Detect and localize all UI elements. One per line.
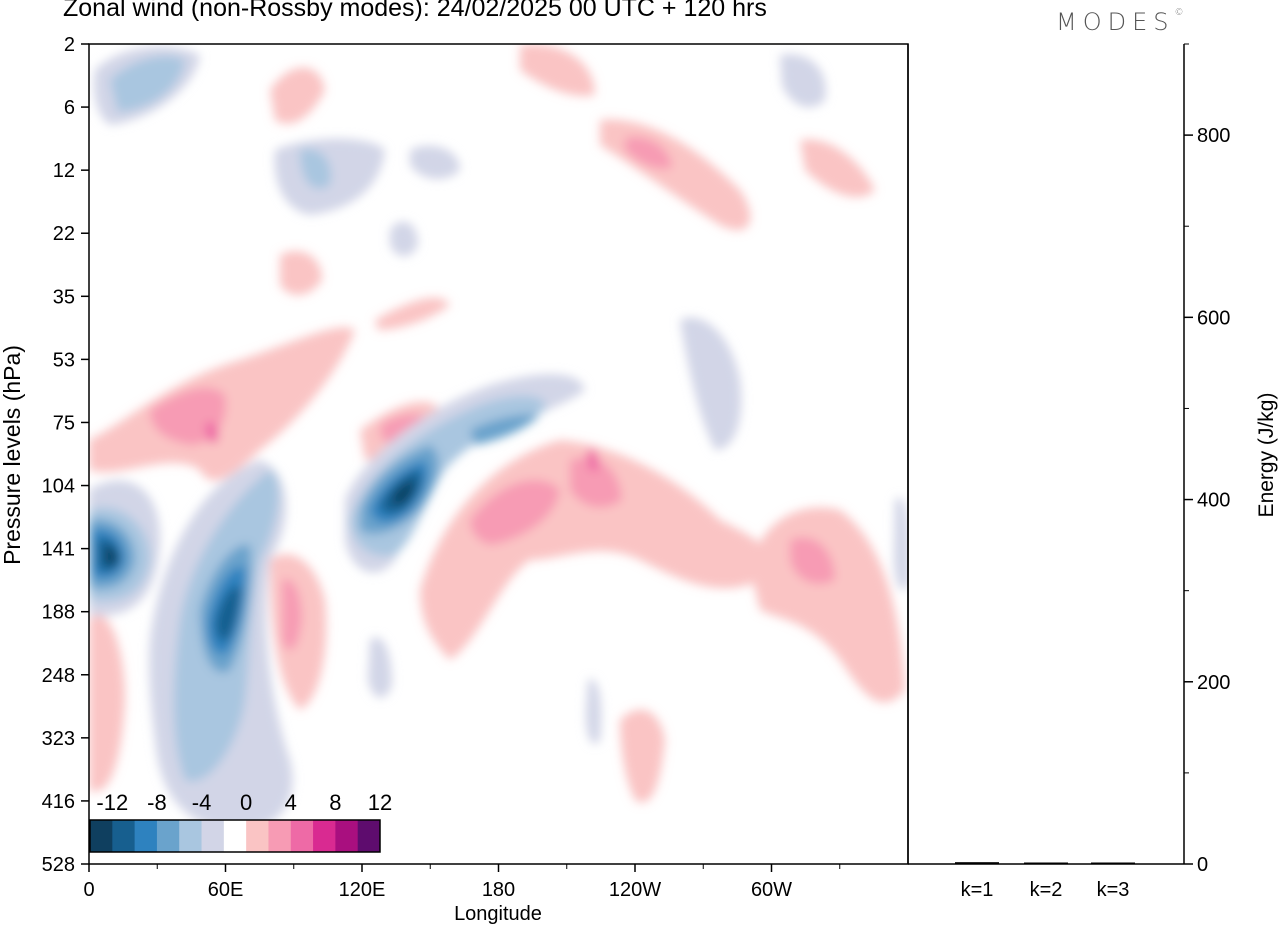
heatmap-panel	[88, 43, 909, 865]
colorbar-tick-label: 8	[329, 790, 341, 815]
energy-bar	[1091, 862, 1135, 864]
y-tick-label: 35	[53, 286, 75, 308]
contour-positive	[282, 579, 302, 651]
contour-positive	[89, 614, 125, 792]
contour-positive	[375, 297, 450, 330]
y-tick-label: 6	[64, 97, 75, 119]
contour-negative	[780, 54, 826, 108]
colorbar-frame	[89, 819, 381, 853]
y-tick-label: 75	[53, 412, 75, 434]
contour-positive	[620, 709, 665, 803]
contour-positive	[790, 537, 835, 584]
contour-positive	[750, 507, 905, 703]
x-tick-label: 60E	[208, 879, 244, 901]
x-axis: 0 60E 120E 180 120W 60W	[83, 864, 841, 901]
colorbar-swatch	[246, 820, 269, 852]
colorbar-swatch	[90, 820, 113, 852]
colorbar-swatch	[357, 820, 381, 852]
contour-positive	[280, 251, 322, 296]
energy-panel: 0 200 400 600 800 k=1 k=2 k=3	[907, 43, 1230, 901]
x-tick-label: 120W	[609, 879, 661, 901]
colorbar-swatch	[313, 820, 336, 852]
wavenumber-label: k=2	[1030, 879, 1063, 901]
energy-axis: 0 200 400 600 800	[1184, 43, 1230, 876]
colorbar-tick-label: -8	[147, 790, 167, 815]
y-tick-label: 22	[53, 223, 75, 245]
x-axis-label: Longitude	[454, 903, 542, 925]
colorbar-swatch	[223, 820, 247, 852]
energy-bars	[955, 862, 1135, 864]
y-tick-label: 188	[42, 602, 75, 624]
colorbar-swatch	[268, 820, 292, 852]
y-tick-label: 323	[42, 728, 75, 750]
modes-logo: MODES©	[1056, 8, 1184, 36]
energy-tick-label: 600	[1197, 307, 1230, 329]
colorbar-swatch	[112, 820, 136, 852]
x-tick-label: 180	[482, 879, 515, 901]
contour-negative	[106, 547, 118, 566]
y-tick-label: 2	[64, 34, 75, 56]
colorbar-swatch	[290, 820, 314, 852]
wind-contour-field	[89, 44, 908, 830]
x-tick-label: 0	[83, 879, 94, 901]
contour-positive	[520, 44, 595, 96]
y-tick-label: 53	[53, 349, 75, 371]
contour-positive	[270, 67, 325, 124]
colorbar-swatch	[335, 820, 359, 852]
contour-negative	[300, 149, 331, 189]
colorbar-tick-label: -4	[192, 790, 212, 815]
contour-negative	[215, 585, 241, 642]
x-tick-label: 60W	[751, 879, 792, 901]
chart-title: Zonal wind (non-Rossby modes): 24/02/202…	[63, 0, 767, 22]
y-tick-label: 416	[42, 791, 75, 813]
energy-bar	[955, 862, 999, 864]
contour-negative	[390, 221, 418, 257]
y-tick-label: 12	[53, 160, 75, 182]
colorbar-tick-label: 12	[368, 790, 392, 815]
contour-positive	[205, 422, 219, 444]
contour-negative	[392, 481, 414, 506]
y-tick-label: 141	[42, 539, 75, 561]
colorbar: -12 -8 -4 0 4 8 12	[89, 790, 392, 853]
contour-positive	[470, 480, 560, 545]
y-tick-label: 528	[42, 854, 75, 876]
y-axis-label: Pressure levels (hPa)	[0, 345, 25, 565]
wavenumber-label: k=3	[1097, 879, 1130, 901]
energy-tick-label: 0	[1197, 854, 1208, 876]
contour-negative	[110, 56, 185, 112]
y-axis: 2 6 12 22 35 53 75 104 141 188 248 323 416 528	[42, 34, 89, 876]
y-tick-label: 248	[42, 665, 75, 687]
wavenumber-label: k=1	[961, 879, 994, 901]
contour-negative	[368, 637, 392, 698]
contour-negative	[470, 414, 540, 445]
wavenumber-axis: k=1 k=2 k=3	[961, 879, 1130, 901]
contour-positive	[800, 139, 875, 198]
colorbar-tick-label: 0	[240, 790, 252, 815]
x-tick-label: 120E	[339, 879, 386, 901]
energy-tick-label: 400	[1197, 490, 1230, 512]
energy-bar	[1024, 862, 1068, 864]
contour-positive	[587, 449, 599, 472]
contour-negative	[585, 679, 602, 744]
contour-negative	[894, 497, 908, 591]
y-tick-label: 104	[42, 476, 75, 498]
colorbar-swatch	[156, 820, 180, 852]
colorbar-swatch	[179, 820, 203, 852]
contour-positive	[570, 457, 622, 508]
colorbar-swatch	[134, 820, 158, 852]
energy-axis-label: Energy (J/kg)	[1255, 393, 1278, 518]
colorbar-tick-label: 4	[285, 790, 297, 815]
contour-positive	[625, 136, 672, 169]
energy-tick-label: 800	[1197, 125, 1230, 147]
contour-negative	[410, 145, 460, 180]
energy-tick-label: 200	[1197, 672, 1230, 694]
contour-negative	[680, 317, 742, 450]
colorbar-tick-label: -12	[96, 790, 128, 815]
colorbar-swatch	[201, 820, 225, 852]
